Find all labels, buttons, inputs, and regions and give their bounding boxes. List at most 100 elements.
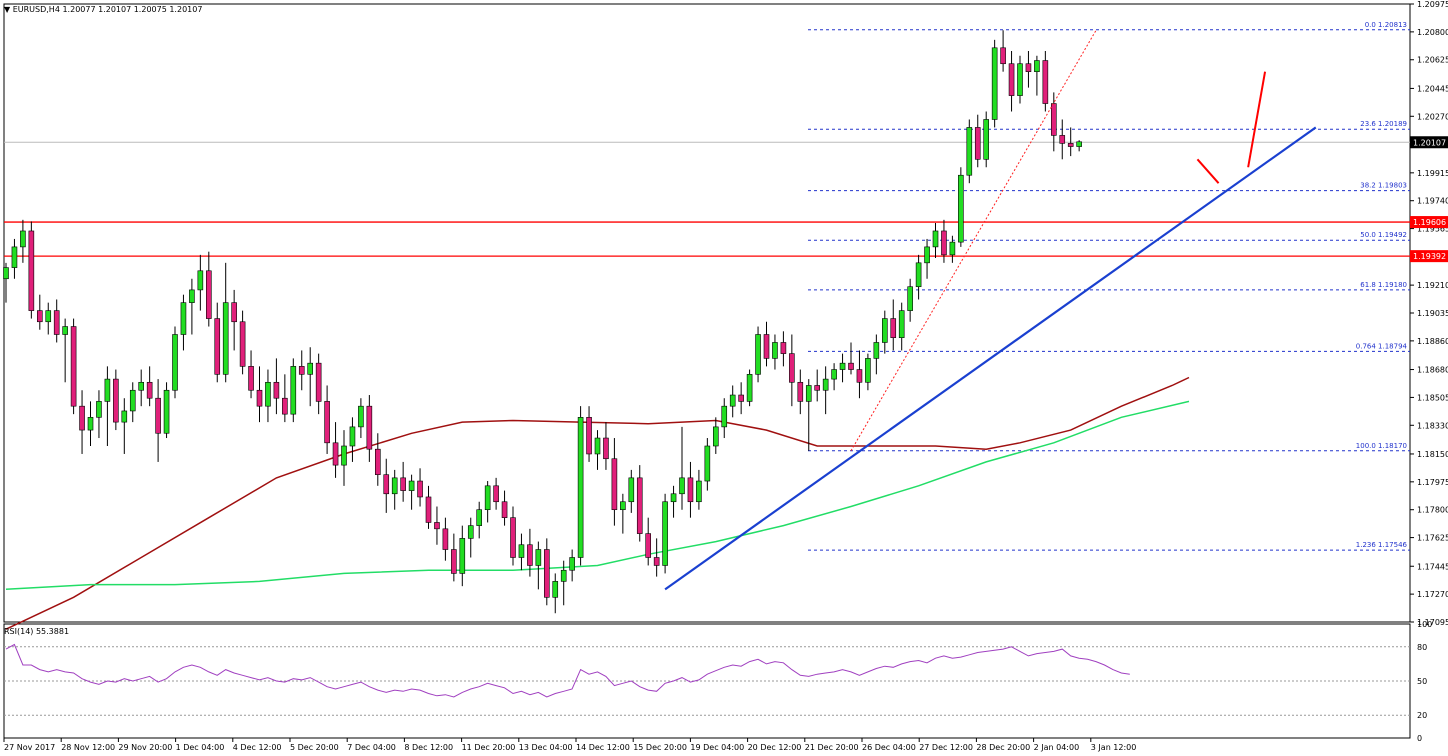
main-plot-frame <box>3 3 1411 623</box>
candle-body <box>11 246 18 268</box>
rsi-plot-frame <box>3 623 1411 739</box>
candle-body <box>679 477 685 495</box>
y-axis-tick-label: 1.18330 <box>1417 421 1448 430</box>
y-axis-tick-label: 1.18505 <box>1417 393 1448 402</box>
candle-body <box>104 378 111 402</box>
y-axis-tick-label: 1.18150 <box>1417 450 1448 459</box>
candle-body <box>349 426 356 447</box>
candle-body <box>518 544 525 558</box>
candle-body <box>983 119 990 160</box>
ohlc-label: 1.20077 1.20107 1.20075 1.20107 <box>62 5 203 14</box>
fib-level-label: 100.0 1.18170 <box>1356 442 1407 450</box>
x-axis-tick-label: 27 Dec 12:00 <box>919 743 973 752</box>
fib-level-label: 1.236 1.17546 <box>1356 541 1408 549</box>
candle-body <box>1042 60 1049 104</box>
candle-body <box>197 270 204 291</box>
menu-triangle-icon[interactable]: ▼ <box>4 5 11 14</box>
x-axis-tick-label: 29 Nov 20:00 <box>118 743 172 752</box>
rsi-y-tick-label: 80 <box>1417 643 1427 652</box>
x-axis-tick-label: 20 Dec 12:00 <box>748 743 802 752</box>
x-axis-tick-label: 15 Dec 20:00 <box>633 743 687 752</box>
y-axis-tick-label: 1.19565 <box>1417 225 1448 234</box>
candle-body <box>374 448 381 475</box>
candle-body <box>966 127 973 176</box>
candle-body <box>222 302 229 375</box>
candle-body <box>991 47 998 120</box>
candle-body <box>180 302 187 335</box>
candle-body <box>898 310 905 338</box>
candle-body <box>907 286 913 311</box>
rsi-y-tick-label: 50 <box>1417 677 1427 686</box>
candle-body <box>873 342 880 359</box>
candle-body <box>729 394 736 407</box>
candle-body <box>53 310 60 335</box>
x-axis-tick-label: 14 Dec 12:00 <box>576 743 630 752</box>
candle-body <box>865 358 871 383</box>
candle-body <box>670 493 677 503</box>
candle-body <box>214 318 221 375</box>
candle-body <box>763 334 770 359</box>
candle-body <box>366 405 373 450</box>
candle-body <box>434 522 440 530</box>
resistance-price-label: 1.19392 <box>1413 252 1446 261</box>
candle-body <box>594 437 601 455</box>
candle-body <box>113 378 119 423</box>
candle-body <box>1076 141 1082 147</box>
candle-body <box>772 342 778 359</box>
candle-body <box>662 501 668 566</box>
candle-body <box>941 230 947 256</box>
y-axis-tick-label: 1.18860 <box>1417 337 1448 346</box>
candle-body <box>493 485 499 503</box>
candle-body <box>721 405 728 428</box>
candle-body <box>704 445 711 482</box>
fib-level-label: 61.8 1.19180 <box>1360 281 1407 289</box>
x-axis-tick-label: 13 Dec 04:00 <box>519 743 573 752</box>
candle-body <box>1025 63 1032 72</box>
candle-body <box>780 342 787 354</box>
candle-body <box>958 174 964 243</box>
candle-body <box>155 397 161 434</box>
candle-body <box>146 381 153 399</box>
candle-body <box>79 405 85 431</box>
candle-body <box>248 366 254 391</box>
candle-body <box>425 496 432 523</box>
x-axis-tick-label: 19 Dec 04:00 <box>690 743 744 752</box>
fib-level-label: 38.2 1.19803 <box>1360 182 1407 190</box>
candle-body <box>265 381 271 407</box>
rsi-header: RSI(14) 55.3881 <box>4 627 70 636</box>
candle-body <box>298 366 305 375</box>
x-axis-tick-label: 26 Dec 04:00 <box>862 743 916 752</box>
candle-body <box>797 381 804 402</box>
forecast-arrow-line <box>1196 158 1220 184</box>
candle-body <box>129 389 136 412</box>
candle-body <box>231 302 237 323</box>
y-axis-tick-label: 1.18680 <box>1417 366 1448 375</box>
y-axis-tick-label: 1.20975 <box>1417 0 1448 9</box>
candle-body <box>459 538 466 574</box>
candle-body <box>332 442 339 466</box>
symbol-label: EURUSD,H4 <box>12 5 60 14</box>
rsi-line <box>5 643 1130 698</box>
candle-body <box>552 581 559 598</box>
y-axis-tick-label: 1.19210 <box>1417 281 1448 290</box>
candle-body <box>696 480 702 503</box>
candle-body <box>1000 47 1006 65</box>
candle-body <box>881 318 888 343</box>
candle-body <box>687 477 694 503</box>
candle-body <box>163 389 170 434</box>
candle-body <box>814 385 821 391</box>
candle-body <box>28 230 35 311</box>
rsi-y-tick-label: 100 <box>1417 620 1432 629</box>
y-axis-tick-label: 1.20625 <box>1417 56 1448 65</box>
y-axis-tick-label: 1.17975 <box>1417 478 1448 487</box>
candle-body <box>738 394 744 402</box>
candle-body <box>628 477 635 503</box>
fib-level-label: 23.6 1.20189 <box>1360 120 1407 128</box>
x-axis-tick-label: 7 Dec 04:00 <box>347 743 396 752</box>
y-axis-tick-label: 1.17800 <box>1417 506 1448 515</box>
candle-body <box>586 417 592 455</box>
candle-body <box>653 557 660 566</box>
x-axis-tick-label: 8 Dec 12:00 <box>404 743 453 752</box>
candle-body <box>1017 63 1023 96</box>
